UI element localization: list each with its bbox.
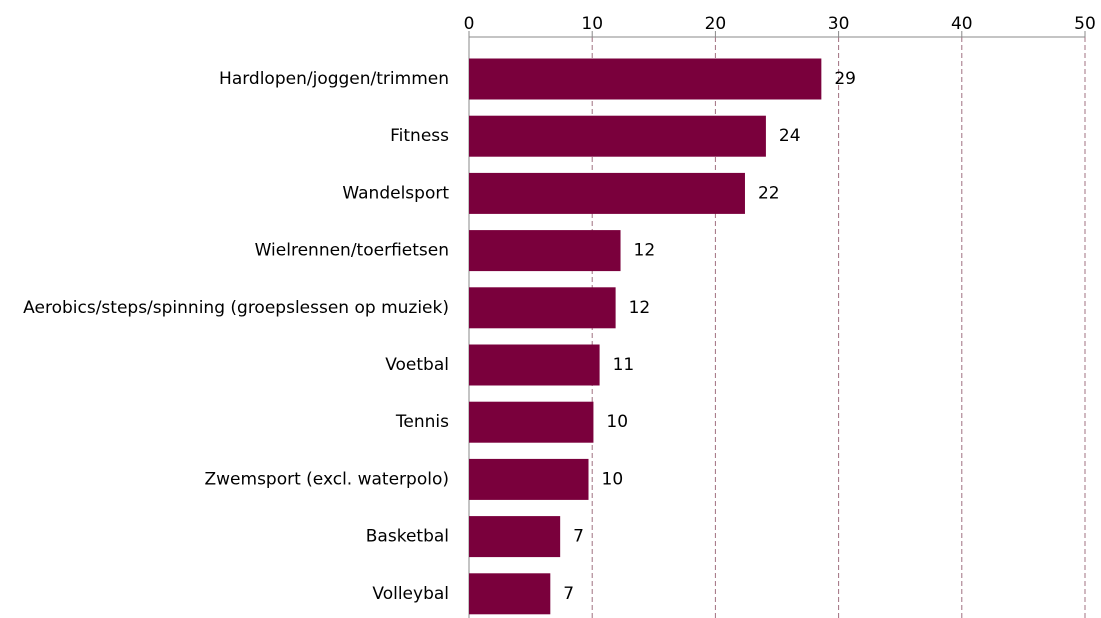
value-label: 10 <box>602 469 624 489</box>
bar <box>469 573 551 615</box>
value-label: 12 <box>629 298 651 318</box>
value-label: 22 <box>758 183 780 203</box>
y-tick-label: Hardlopen/joggen/trimmen <box>219 69 449 89</box>
bar <box>469 458 589 500</box>
y-tick-label: Fitness <box>390 126 449 146</box>
y-tick-label: Zwemsport (excl. waterpolo) <box>205 469 450 489</box>
y-tick-label: Voetbal <box>385 355 449 375</box>
value-label: 24 <box>779 126 801 146</box>
bar <box>469 401 594 443</box>
value-label: 11 <box>613 355 635 375</box>
y-tick-label: Tennis <box>395 412 449 432</box>
y-tick-label: Aerobics/steps/spinning (groepslessen op… <box>23 298 449 318</box>
y-tick-label: Basketbal <box>366 527 449 547</box>
bar <box>469 516 561 558</box>
x-tick-label: 40 <box>951 14 973 34</box>
bar <box>469 287 616 329</box>
x-tick-label: 0 <box>464 14 475 34</box>
y-tick-label: Wandelsport <box>342 183 449 203</box>
x-tick-label: 50 <box>1074 14 1096 34</box>
value-label: 12 <box>634 241 656 261</box>
x-tick-label: 30 <box>828 14 850 34</box>
value-label: 7 <box>573 527 584 547</box>
bar <box>469 230 621 272</box>
y-tick-label: Volleybal <box>372 584 449 604</box>
y-tick-label: Wielrennen/toerfietsen <box>255 241 449 261</box>
value-label: 7 <box>563 584 574 604</box>
bar <box>469 58 822 100</box>
value-label: 29 <box>834 69 856 89</box>
bar <box>469 115 766 157</box>
value-label: 10 <box>606 412 628 432</box>
x-tick-label: 20 <box>705 14 727 34</box>
bar <box>469 344 600 386</box>
bar <box>469 172 745 214</box>
x-tick-label: 10 <box>581 14 603 34</box>
